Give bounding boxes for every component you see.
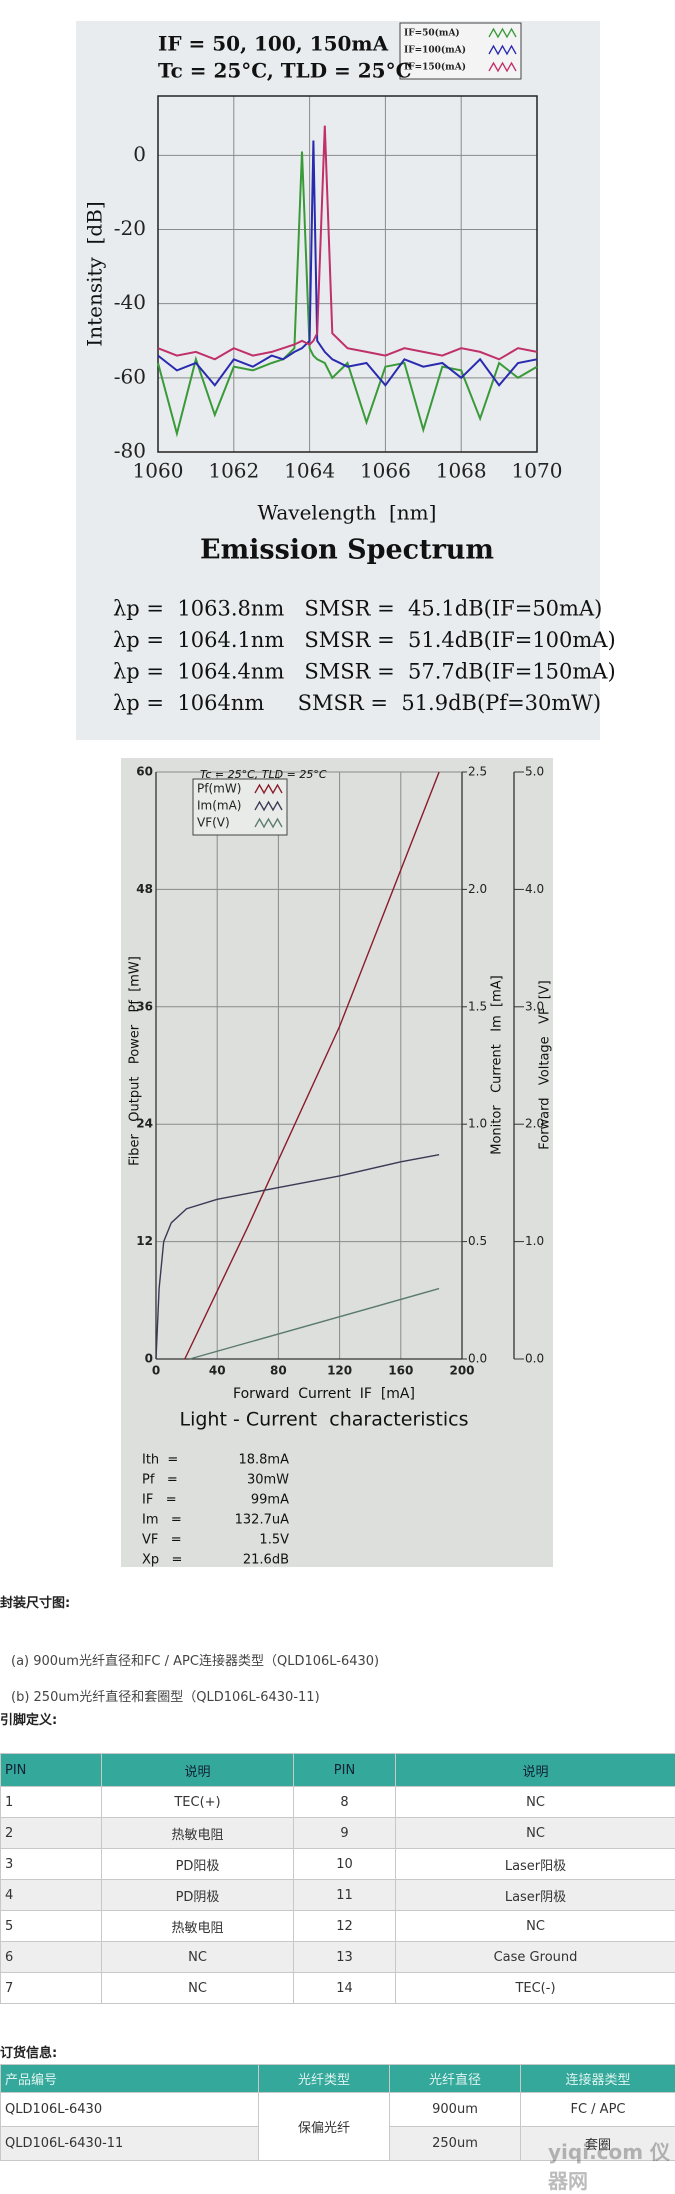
cell: 11: [294, 1880, 396, 1911]
cell: 250um: [390, 2127, 521, 2161]
cell: TEC(-): [396, 1973, 675, 2004]
cell: 4: [1, 1880, 102, 1911]
cell: 12: [294, 1911, 396, 1942]
header-row: 产品编号 光纤类型 光纤直径 连接器类型: [1, 2065, 675, 2093]
cell: NC: [102, 1973, 294, 2004]
header-cell: 说明: [396, 1754, 675, 1787]
cell: NC: [396, 1911, 675, 1942]
header-cell: 说明: [102, 1754, 294, 1787]
list-item: (b) 250um光纤直径和套圈型（QLD106L-6430-11): [11, 1686, 320, 1705]
cell: 热敏电阻: [102, 1818, 294, 1849]
cell: 10: [294, 1849, 396, 1880]
cell: Laser阴极: [396, 1880, 675, 1911]
cell: Case Ground: [396, 1942, 675, 1973]
cell: 6: [1, 1942, 102, 1973]
cell: QLD106L-6430-11: [1, 2127, 259, 2161]
cell: 8: [294, 1787, 396, 1818]
section-title: 订货信息:: [0, 2042, 57, 2061]
cell: 13: [294, 1942, 396, 1973]
section-title: 引脚定义:: [0, 1709, 57, 1728]
cell: 1: [1, 1787, 102, 1818]
cell: 7: [1, 1973, 102, 2004]
header-cell: 光纤类型: [259, 2065, 390, 2093]
cell: 900um: [390, 2093, 521, 2127]
watermark: yiqi.com 仪器网: [548, 2136, 675, 2194]
header-cell: PIN: [1, 1754, 102, 1787]
cell: PD阳极: [102, 1849, 294, 1880]
cell: 9: [294, 1818, 396, 1849]
cell: 3: [1, 1849, 102, 1880]
section-title: 封装尺寸图:: [0, 1592, 70, 1611]
cell: 5: [1, 1911, 102, 1942]
cell: Laser阳极: [396, 1849, 675, 1880]
list-item: (a) 900um光纤直径和FC / APC连接器类型（QLD106L-6430…: [11, 1650, 379, 1669]
cell: NC: [102, 1942, 294, 1973]
cell: QLD106L-6430: [1, 2093, 259, 2127]
cell: FC / APC: [521, 2093, 675, 2127]
header-cell: 产品编号: [1, 2065, 259, 2093]
cell: 2: [1, 1818, 102, 1849]
cell: PD阴极: [102, 1880, 294, 1911]
header-cell: 光纤直径: [390, 2065, 521, 2093]
header-cell: PIN: [294, 1754, 396, 1787]
cell: 保偏光纤: [259, 2093, 390, 2161]
cell: NC: [396, 1818, 675, 1849]
cell: TEC(+): [102, 1787, 294, 1818]
cell: NC: [396, 1787, 675, 1818]
row: QLD106L-6430 保偏光纤 900um FC / APC: [1, 2093, 675, 2127]
header-cell: 连接器类型: [521, 2065, 675, 2093]
cell: 14: [294, 1973, 396, 2004]
cell: 热敏电阻: [102, 1911, 294, 1942]
